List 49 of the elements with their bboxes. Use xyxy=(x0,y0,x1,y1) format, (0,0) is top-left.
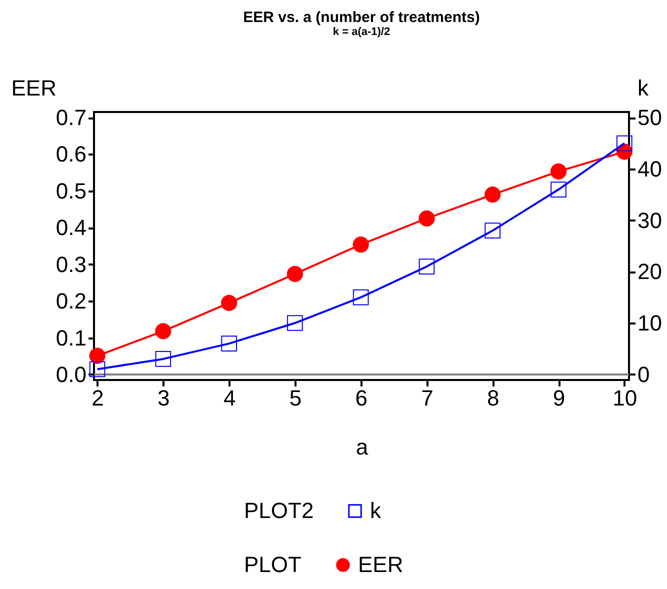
x-tick-label: 7 xyxy=(421,386,434,410)
y-tick-label: 0.2 xyxy=(56,288,86,314)
legend-label: k xyxy=(370,498,382,523)
x-tick-label: 10 xyxy=(612,386,638,410)
x-tick-label: 5 xyxy=(289,386,302,410)
point xyxy=(221,294,238,311)
x-tick-label: 2 xyxy=(92,386,104,410)
y2-tick-label: 10 xyxy=(638,310,662,336)
y-tick-label: 0.5 xyxy=(56,178,86,204)
point xyxy=(550,163,567,180)
x-tick-label: 6 xyxy=(355,386,368,410)
y-axis-title: EER xyxy=(11,76,56,100)
point xyxy=(287,315,303,331)
point xyxy=(616,135,632,152)
y-tick-label: 0.4 xyxy=(56,215,86,240)
point xyxy=(484,186,501,203)
point xyxy=(155,323,172,340)
y-tick-label: 0.7 xyxy=(56,105,86,130)
point xyxy=(221,336,237,352)
point xyxy=(484,222,501,239)
y-tick-label: 0.1 xyxy=(56,325,86,350)
y2-tick-label: 30 xyxy=(638,208,662,233)
x-tick-label: 4 xyxy=(223,386,236,410)
chart-subtitle: k = a(a-1)/2 xyxy=(332,26,390,38)
y2-tick-label: 40 xyxy=(638,156,662,182)
y-tick-label: 0.0 xyxy=(56,362,86,387)
point xyxy=(418,258,435,274)
x-axis-title: a xyxy=(356,434,369,460)
legend-title: PLOT xyxy=(244,552,302,577)
point xyxy=(352,236,369,253)
point xyxy=(286,266,304,282)
point xyxy=(550,182,566,198)
point xyxy=(352,289,369,306)
x-tick-label: 9 xyxy=(552,386,566,410)
point xyxy=(89,348,106,364)
chart-title: EER vs. a (number of treatments) xyxy=(243,9,480,26)
point xyxy=(418,210,435,227)
y2-tick-label: 20 xyxy=(638,259,662,284)
point xyxy=(89,361,106,378)
y-tick-label: 0.6 xyxy=(56,142,86,167)
x-tick-label: 3 xyxy=(158,386,170,410)
y2-tick-label: 50 xyxy=(638,105,662,130)
point xyxy=(155,351,172,367)
y2-axis-title: k xyxy=(638,76,650,100)
x-tick-label: 8 xyxy=(486,386,500,410)
text: PLOT2 xyxy=(244,498,314,523)
legend-label: EER xyxy=(358,552,404,577)
y2-tick-label: 0 xyxy=(638,362,650,387)
y-tick-label: 0.3 xyxy=(56,252,86,277)
